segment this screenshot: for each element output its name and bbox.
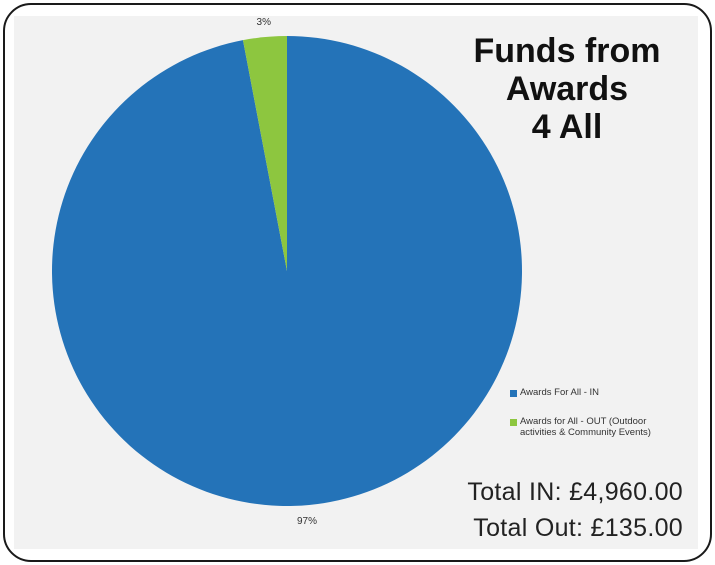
total-in-text: Total IN: £4,960.00: [467, 478, 683, 506]
title-line-2: Awards: [505, 70, 629, 108]
pct-label-out: 3%: [257, 17, 272, 28]
title-line-3: 4 All: [531, 108, 603, 146]
legend-swatch-out: [510, 419, 517, 426]
totals-panel: Total IN: £4,960.00 Total Out: £135.00: [467, 474, 683, 546]
pie-chart: 97% 3%: [51, 17, 523, 527]
legend-label-in: Awards For All - IN: [520, 387, 600, 398]
legend-label-out-line2: activities & Community Events): [520, 427, 651, 438]
pie-slice-out: [242, 36, 287, 271]
legend-item-in: Awards For All - IN: [510, 387, 705, 398]
total-out-text: Total Out: £135.00: [473, 514, 683, 542]
chart-legend: Awards For All - IN Awards for All - OUT…: [510, 387, 705, 456]
pct-label-in: 97%: [297, 516, 317, 527]
title-line-1: Funds from: [473, 32, 661, 70]
legend-swatch-in: [510, 390, 517, 397]
chart-area: 97% 3%: [14, 16, 698, 549]
legend-label-out-line1: Awards for All - OUT (Outdoor: [520, 416, 647, 427]
chart-title: Funds from Awards 4 All: [440, 32, 694, 146]
legend-item-out: Awards for All - OUT (Outdoor activities…: [510, 416, 705, 438]
